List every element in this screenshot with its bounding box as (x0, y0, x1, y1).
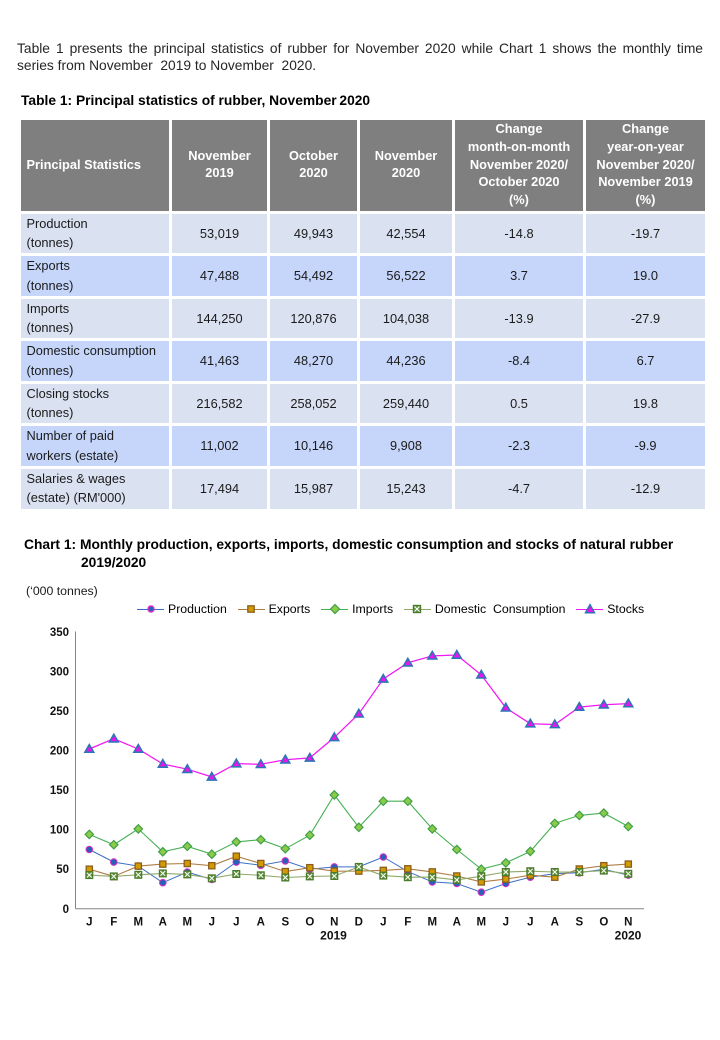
svg-text:A: A (453, 917, 461, 929)
svg-text:200: 200 (50, 746, 69, 758)
svg-text:J: J (233, 917, 239, 929)
svg-text:350: 350 (50, 627, 69, 639)
svg-text:M: M (134, 917, 144, 929)
svg-text:J: J (527, 917, 533, 929)
svg-text:D: D (355, 917, 363, 929)
svg-text:M: M (477, 917, 487, 929)
svg-text:J: J (86, 917, 92, 929)
svg-text:S: S (575, 917, 583, 929)
svg-text:M: M (428, 917, 438, 929)
svg-text:J: J (503, 917, 509, 929)
svg-text:2020: 2020 (615, 929, 642, 943)
svg-text:N: N (330, 917, 338, 929)
svg-text:300: 300 (50, 667, 69, 679)
svg-text:F: F (404, 917, 411, 929)
svg-text:100: 100 (50, 825, 69, 837)
svg-text:O: O (599, 917, 608, 929)
svg-text:50: 50 (56, 864, 69, 876)
svg-text:J: J (209, 917, 215, 929)
svg-text:M: M (183, 917, 193, 929)
svg-text:J: J (380, 917, 386, 929)
svg-text:O: O (305, 917, 314, 929)
svg-text:N: N (624, 917, 632, 929)
svg-text:A: A (257, 917, 265, 929)
svg-text:A: A (551, 917, 559, 929)
svg-text:150: 150 (50, 785, 69, 797)
svg-text:0: 0 (63, 904, 69, 916)
svg-text:250: 250 (50, 706, 69, 718)
svg-text:F: F (110, 917, 117, 929)
svg-text:S: S (281, 917, 289, 929)
svg-text:2019: 2019 (320, 929, 347, 943)
svg-text:A: A (159, 917, 167, 929)
